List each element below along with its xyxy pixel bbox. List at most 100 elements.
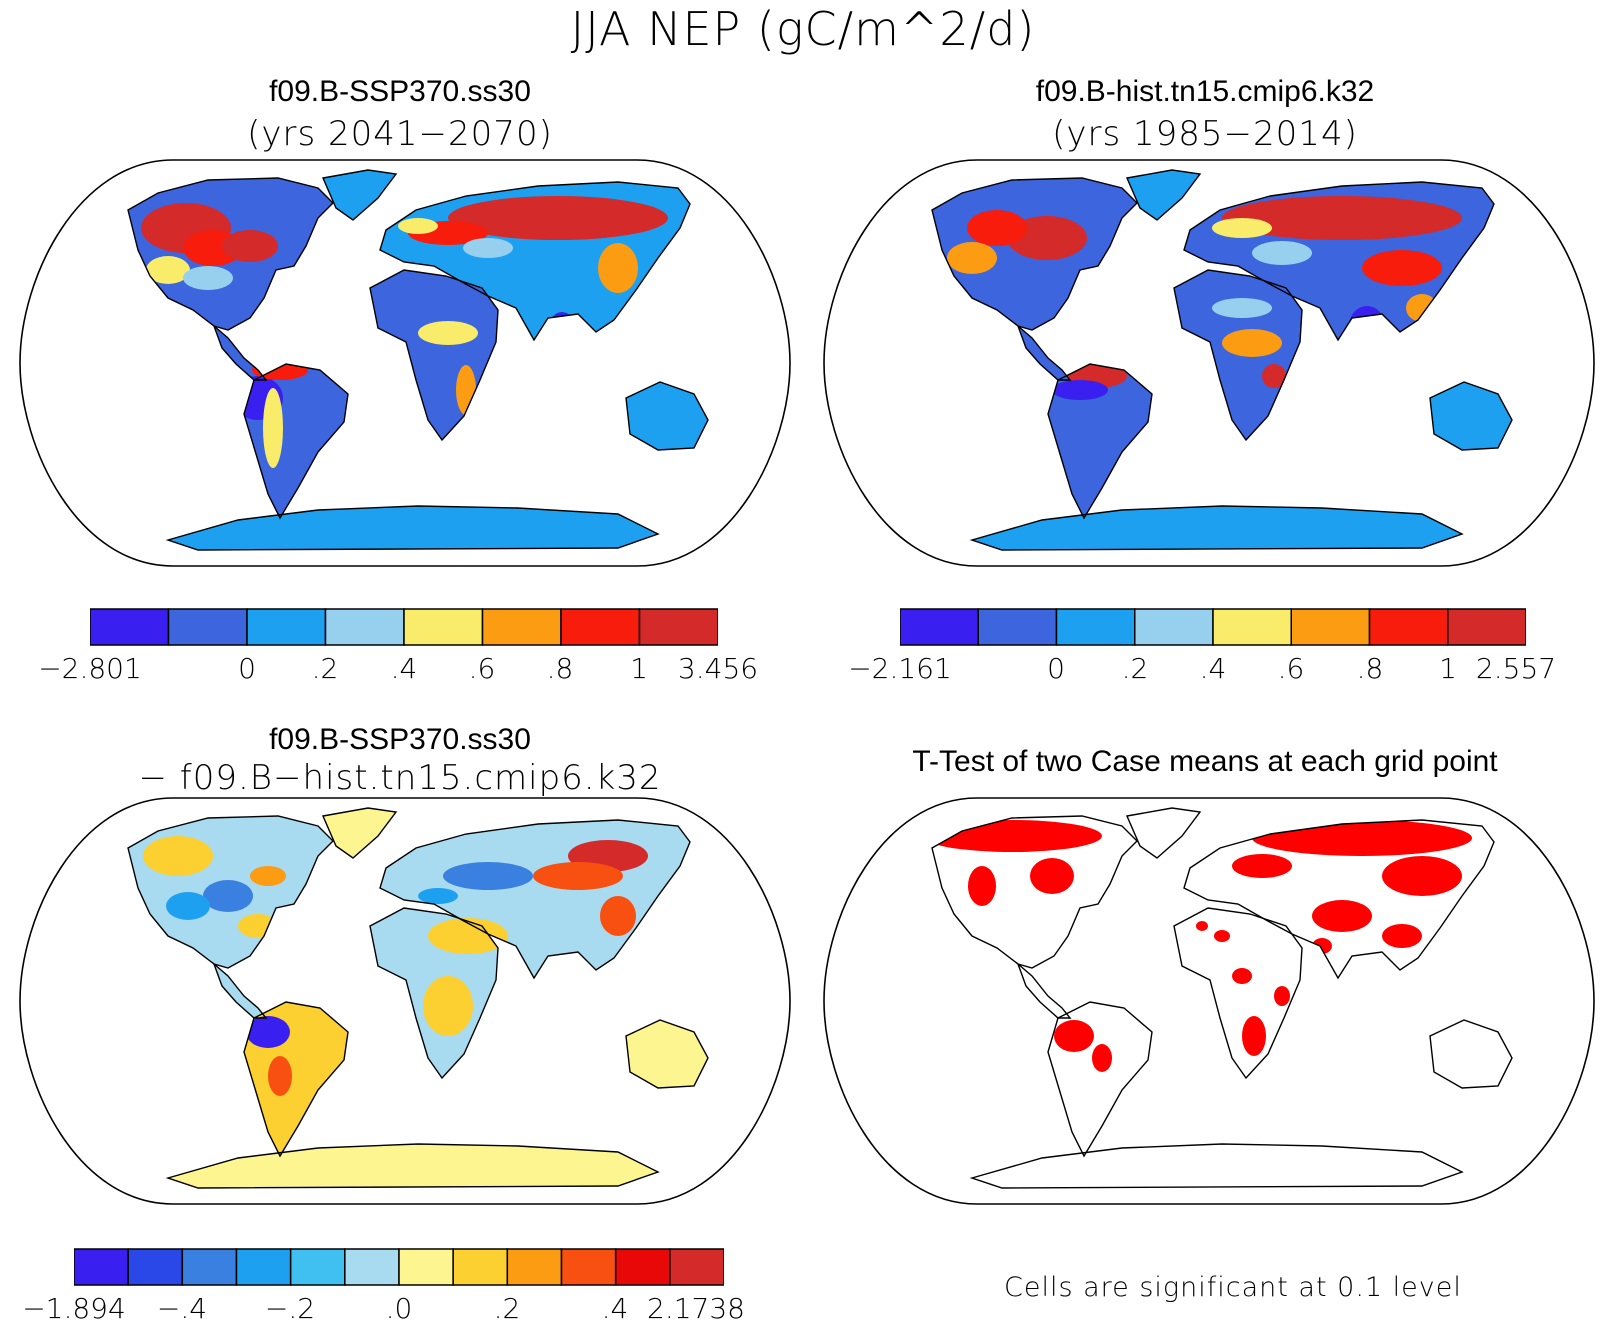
cbar-label: 3.456 bbox=[677, 652, 759, 685]
cbar-label: 2.1738 bbox=[647, 1292, 745, 1325]
land-greenland bbox=[1127, 170, 1200, 220]
field-patch bbox=[448, 196, 668, 240]
colorbar-case1-labels: −2.801 0 .2 .4 .6 .8 1 3.456 bbox=[38, 652, 758, 686]
land-southAmerica bbox=[1048, 364, 1152, 518]
field-patch bbox=[1312, 938, 1332, 954]
field-patch bbox=[246, 1016, 290, 1048]
coastline bbox=[379, 181, 691, 342]
land-africa bbox=[370, 270, 498, 440]
field-patch bbox=[1212, 298, 1272, 318]
coastline bbox=[969, 1143, 1464, 1189]
cbar-label: 0 bbox=[238, 652, 256, 685]
field-patch bbox=[146, 256, 190, 284]
cbar-label: .0 bbox=[385, 1292, 413, 1325]
colorbar-swatch bbox=[1447, 608, 1526, 646]
panel-case1-subtitle: (yrs 2041−2070) bbox=[247, 114, 553, 154]
land-greenland bbox=[323, 170, 396, 220]
panel-diff-title: f09.B-SSP370.ss30 bbox=[269, 723, 531, 756]
colorbar-swatch bbox=[324, 608, 405, 646]
field-patch bbox=[443, 862, 533, 890]
cbar-label: .4 bbox=[1199, 652, 1227, 685]
field-patch bbox=[1052, 380, 1108, 400]
land-africa bbox=[1174, 908, 1302, 1078]
field-patch bbox=[968, 866, 996, 906]
coastline bbox=[1047, 1001, 1153, 1158]
panel-case1-title: f09.B-SSP370.ss30 bbox=[269, 75, 531, 108]
coastline bbox=[322, 807, 398, 859]
cbar-label: .6 bbox=[1277, 652, 1305, 685]
coastline bbox=[1429, 381, 1513, 451]
field-patch bbox=[1262, 364, 1286, 388]
coastline bbox=[1126, 807, 1202, 859]
field-patch bbox=[183, 266, 233, 290]
colorbar-case2 bbox=[900, 608, 1526, 646]
field-patch bbox=[203, 880, 253, 912]
colorbar-swatch bbox=[74, 1248, 129, 1286]
colorbar-swatch bbox=[1134, 608, 1214, 646]
significance-note: Cells are significant at 0.1 level bbox=[1004, 1272, 1462, 1303]
colorbar-swatch bbox=[90, 608, 170, 646]
cbar-label: −1.894 bbox=[22, 1292, 126, 1325]
coastline bbox=[1126, 169, 1202, 221]
colorbar-swatch bbox=[398, 1248, 454, 1286]
land-antarctica bbox=[972, 506, 1462, 550]
cbar-label: .8 bbox=[546, 652, 574, 685]
land-antarctica bbox=[168, 1144, 658, 1188]
coastline bbox=[1183, 819, 1495, 980]
field-patch bbox=[1007, 216, 1087, 260]
land-greenland bbox=[323, 808, 396, 858]
colorbar-swatch bbox=[127, 1248, 184, 1286]
panel-ttest-title: T-Test of two Case means at each grid po… bbox=[912, 745, 1498, 778]
coastline bbox=[165, 1143, 660, 1189]
field-patch bbox=[1232, 854, 1292, 878]
land-antarctica bbox=[972, 1144, 1462, 1188]
colorbar-swatch bbox=[638, 608, 718, 646]
colorbar-swatch bbox=[167, 608, 248, 646]
colorbar-swatch bbox=[1368, 608, 1449, 646]
land-northAmerica bbox=[932, 816, 1137, 968]
cbar-label: 2.557 bbox=[1475, 652, 1557, 685]
map-case2 bbox=[823, 159, 1595, 567]
colorbar-swatch bbox=[403, 608, 484, 646]
colorbar-swatch bbox=[614, 1248, 671, 1286]
coastline bbox=[369, 269, 499, 442]
colorbar-swatch bbox=[289, 1248, 346, 1286]
field-patch bbox=[543, 956, 573, 976]
field-patch bbox=[947, 242, 997, 274]
colorbar-swatch bbox=[246, 608, 327, 646]
colorbar-swatch bbox=[560, 1248, 617, 1286]
colorbar-swatch bbox=[181, 1248, 238, 1286]
colorbar-case1 bbox=[90, 608, 718, 646]
coastline bbox=[1016, 323, 1072, 381]
colorbar-swatch bbox=[900, 608, 979, 646]
field-patch bbox=[263, 388, 283, 468]
field-patch bbox=[1232, 968, 1252, 984]
field-patch bbox=[1382, 924, 1422, 948]
field-patch bbox=[398, 218, 438, 234]
coastline bbox=[1047, 363, 1153, 520]
field-patch bbox=[143, 836, 213, 876]
coastline bbox=[243, 1001, 349, 1158]
cbar-label: .4 bbox=[390, 652, 418, 685]
map-frame bbox=[19, 797, 791, 1205]
cbar-label: −.2 bbox=[264, 1292, 316, 1325]
cbar-label: −2.801 bbox=[38, 652, 142, 685]
coastline bbox=[931, 177, 1138, 331]
coastline bbox=[212, 323, 268, 381]
coastline bbox=[1429, 1019, 1513, 1089]
coastline bbox=[243, 363, 349, 520]
colorbar-swatch bbox=[669, 1248, 724, 1286]
coastline bbox=[625, 381, 709, 451]
panel-case2-title: f09.B-hist.tn15.cmip6.k32 bbox=[1035, 75, 1375, 108]
coastline bbox=[1016, 961, 1072, 1019]
cbar-label: .8 bbox=[1356, 652, 1384, 685]
field-patch bbox=[428, 918, 508, 954]
field-patch bbox=[1362, 250, 1442, 286]
land-greenland bbox=[1127, 808, 1200, 858]
cbar-label: −2.161 bbox=[848, 652, 952, 685]
cbar-label: −.4 bbox=[156, 1292, 208, 1325]
map-difference bbox=[19, 797, 791, 1205]
field-patch bbox=[600, 896, 636, 936]
cbar-label: .2 bbox=[493, 1292, 521, 1325]
map-frame bbox=[19, 159, 791, 567]
